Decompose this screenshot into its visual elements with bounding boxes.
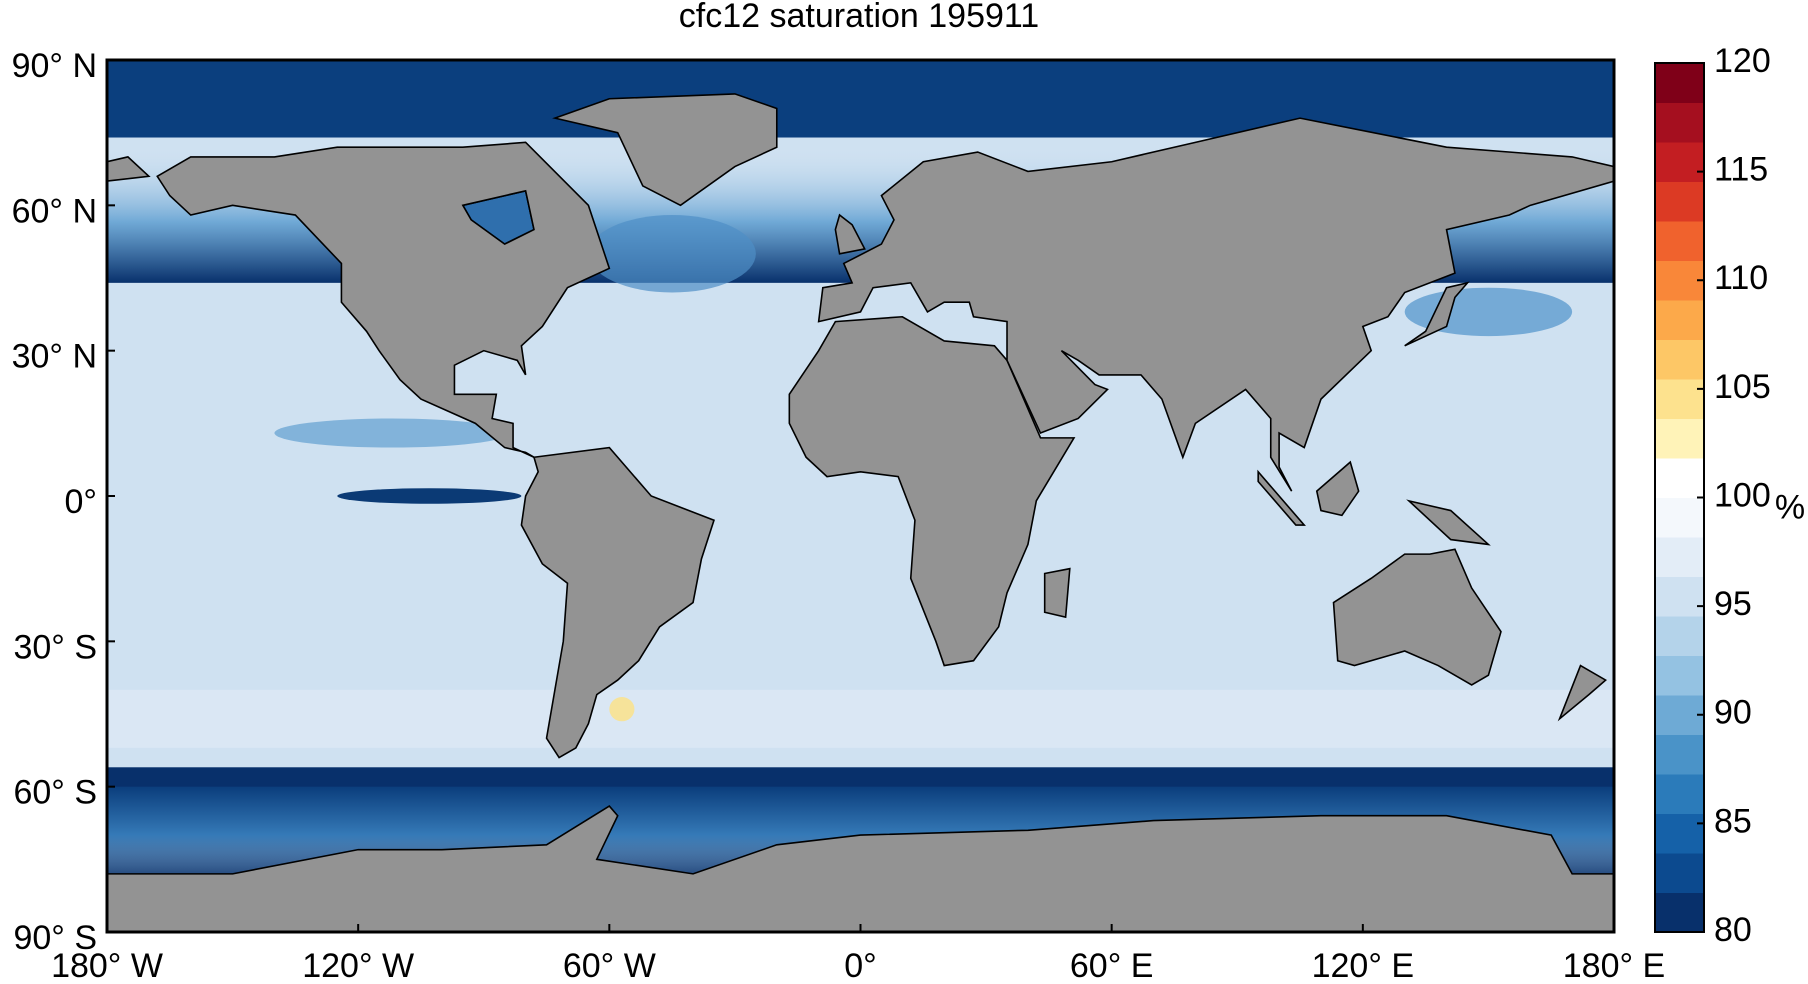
- colorbar-tick-label: 80: [1714, 911, 1752, 949]
- colorbar-segment: [1655, 102, 1704, 143]
- x-tick-label: 180° W: [51, 947, 163, 984]
- x-tick-label: 0°: [844, 947, 877, 984]
- x-tick-label: 180° E: [1563, 947, 1665, 984]
- new-zealand: [1560, 666, 1606, 719]
- colorbar-segment: [1655, 142, 1704, 182]
- colorbar-segment: [1655, 655, 1704, 696]
- colorbar-segment: [1655, 221, 1704, 261]
- colorbar-tick-label: 110: [1714, 259, 1768, 297]
- japan: [1405, 283, 1468, 346]
- colorbar-segment: [1655, 892, 1704, 933]
- colorbar: 80 85 90 95 100 105 110 115 120%: [1654, 42, 1805, 949]
- ocean-feature: [609, 697, 635, 722]
- ocean-band: [107, 60, 1614, 138]
- ocean-feature: [274, 418, 509, 448]
- new-guinea: [1409, 501, 1489, 545]
- britain: [835, 215, 864, 254]
- colorbar-segment: [1655, 418, 1704, 459]
- x-tick-label: 120° E: [1312, 947, 1414, 984]
- colorbar-segment: [1655, 616, 1704, 656]
- y-tick-label: 0°: [64, 483, 97, 521]
- eurasia: [819, 118, 1614, 491]
- sumatra: [1258, 472, 1304, 525]
- colorbar-segment: [1655, 339, 1704, 380]
- ocean-feature: [588, 215, 756, 293]
- north-america: [157, 142, 609, 457]
- y-tick-label: 60° N: [12, 192, 97, 230]
- ocean-band: [107, 689, 1614, 748]
- colorbar-segment: [1655, 695, 1704, 735]
- colorbar-segment: [1655, 458, 1704, 498]
- colorbar-segment: [1655, 497, 1704, 538]
- africa: [789, 317, 1074, 666]
- map: [107, 60, 1614, 932]
- australia: [1334, 549, 1501, 685]
- x-tick-label: 120° W: [302, 947, 414, 984]
- madagascar: [1045, 569, 1070, 617]
- colorbar-segment: [1655, 63, 1704, 103]
- colorbar-segment: [1655, 300, 1704, 340]
- colorbar-segment: [1655, 853, 1704, 893]
- colorbar-tick-label: 100: [1714, 476, 1771, 514]
- colorbar-tick-label: 95: [1714, 585, 1752, 623]
- y-tick-label: 30° N: [12, 338, 97, 376]
- greenland: [555, 94, 777, 205]
- south-america: [521, 448, 714, 758]
- y-tick-label: 60° S: [13, 774, 97, 812]
- colorbar-tick-label: 115: [1714, 151, 1768, 189]
- colorbar-tick-label: 90: [1714, 694, 1752, 732]
- colorbar-tick-label: 105: [1714, 368, 1771, 406]
- y-tick-label: 90° N: [12, 47, 97, 85]
- colorbar-segment: [1655, 734, 1704, 775]
- chart-title: cfc12 saturation 195911: [679, 0, 1039, 35]
- y-tick-label: 30° S: [13, 628, 97, 666]
- colorbar-tick-label: 85: [1714, 802, 1752, 840]
- colorbar-segment: [1655, 576, 1704, 617]
- colorbar-tick-label: 120: [1714, 42, 1771, 80]
- colorbar-segment: [1655, 774, 1704, 814]
- colorbar-segment: [1655, 537, 1704, 577]
- colorbar-segment: [1655, 813, 1704, 854]
- colorbar-segment: [1655, 260, 1704, 301]
- antarctica: [107, 806, 1614, 932]
- x-tick-label: 60° W: [563, 947, 656, 984]
- colorbar-label: %: [1775, 488, 1805, 526]
- colorbar-segment: [1655, 181, 1704, 222]
- x-tick-label: 60° E: [1070, 947, 1154, 984]
- borneo: [1317, 462, 1359, 515]
- colorbar-segment: [1655, 379, 1704, 419]
- ocean-feature: [337, 488, 522, 504]
- y-tick-label: 90° S: [13, 919, 97, 957]
